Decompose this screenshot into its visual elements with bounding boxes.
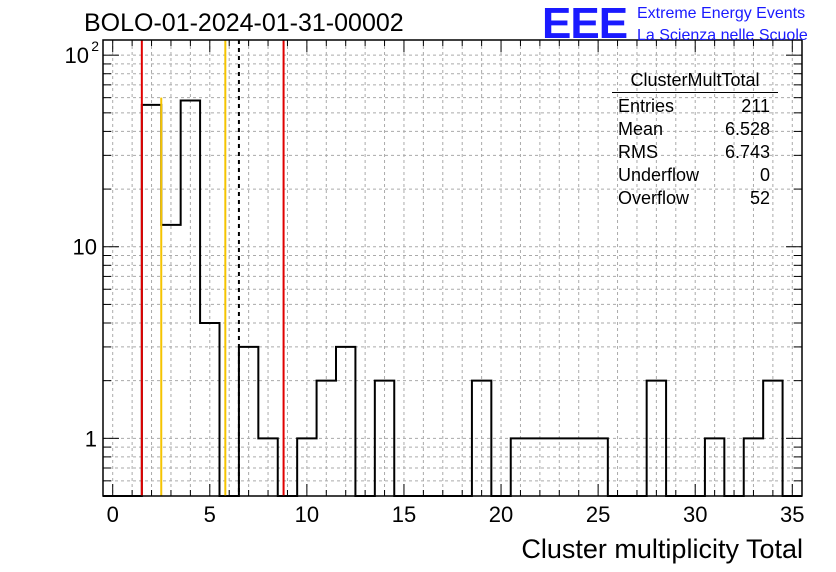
y-tick-label: 10 — [73, 235, 97, 260]
y-tick-label: 1 — [85, 426, 97, 451]
logo-caption-line2: La Scienza nelle Scuole — [637, 27, 808, 44]
stats-label: Underflow — [618, 165, 700, 185]
stats-title: ClusterMultTotal — [612, 70, 778, 93]
histogram-bin — [326, 381, 345, 496]
stats-value: 6.528 — [724, 119, 770, 139]
histogram-bin — [579, 438, 598, 496]
histogram-bin — [520, 438, 539, 496]
stats-row-underflow: Underflow 0 — [612, 164, 778, 187]
stats-value: 52 — [749, 188, 770, 208]
stats-row-rms: RMS 6.743 — [612, 141, 778, 164]
histogram-bin — [346, 347, 365, 496]
x-tick-label: 25 — [586, 502, 610, 527]
histogram-bin — [171, 225, 190, 496]
histogram-bin — [385, 381, 404, 496]
histogram-bin — [540, 438, 559, 496]
stats-label: RMS — [618, 142, 658, 162]
stats-value: 0 — [759, 165, 770, 185]
histogram-bin — [559, 438, 578, 496]
histogram-bin — [249, 347, 268, 496]
y-tick-label: 10 — [65, 43, 89, 68]
x-tick-label: 0 — [107, 502, 119, 527]
stats-row-mean: Mean 6.528 — [612, 118, 778, 141]
stats-row-entries: Entries 211 — [612, 95, 778, 118]
histogram-bin — [753, 438, 772, 496]
eee-logo: EEE — [542, 0, 628, 48]
x-tick-label: 35 — [780, 502, 804, 527]
logo-caption: Extreme Energy Events La Scienza nelle S… — [637, 3, 808, 47]
x-axis-label: Cluster multiplicity Total — [521, 534, 803, 564]
logo-caption-line1: Extreme Energy Events — [637, 5, 806, 22]
histogram-bin — [307, 438, 326, 496]
stats-row-overflow: Overflow 52 — [612, 187, 778, 210]
x-tick-label: 5 — [204, 502, 216, 527]
histogram-bin — [656, 381, 675, 496]
stats-value: 6.743 — [724, 142, 770, 162]
stats-label: Mean — [618, 119, 664, 139]
x-tick-label: 10 — [295, 502, 319, 527]
x-tick-label: 15 — [392, 502, 416, 527]
x-tick-label: 30 — [683, 502, 707, 527]
histogram-bin — [190, 100, 209, 496]
x-tick-label: 20 — [489, 502, 513, 527]
run-title: BOLO-01-2024-01-31-00002 — [84, 9, 404, 37]
stats-label: Entries — [618, 96, 675, 116]
y-tick-label-exponent: 2 — [91, 38, 99, 54]
histogram-bin — [715, 438, 734, 496]
histogram-bin — [598, 438, 617, 496]
stats-value: 211 — [741, 96, 770, 116]
plot-frame — [102, 39, 803, 497]
stats-box: ClusterMultTotal Entries 211 Mean 6.528 … — [612, 70, 778, 210]
stats-label: Overflow — [618, 188, 690, 208]
histogram-bin — [482, 381, 501, 496]
